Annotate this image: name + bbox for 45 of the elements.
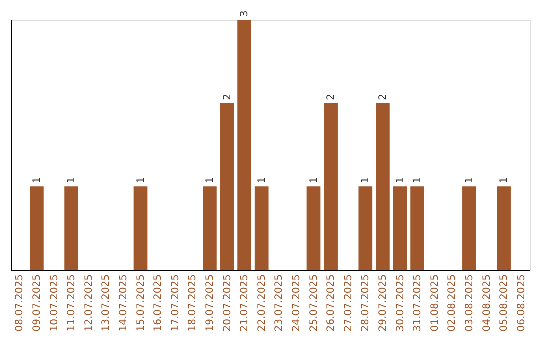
x-tick-label: 04.08.2025 bbox=[482, 274, 493, 332]
x-tick-label: 23.07.2025 bbox=[274, 274, 286, 332]
x-tick-label: 13.07.2025 bbox=[101, 274, 112, 332]
x-tick-label: 21.07.2025 bbox=[240, 274, 251, 332]
x-tick-label: 12.07.2025 bbox=[84, 274, 95, 332]
x-tick-label: 30.07.2025 bbox=[395, 274, 406, 332]
x-tick-label: 11.07.2025 bbox=[66, 274, 78, 332]
x-tick-label: 01.08.2025 bbox=[430, 274, 441, 332]
data-label: 2 bbox=[222, 94, 234, 100]
x-tick-label: 03.08.2025 bbox=[464, 274, 476, 332]
data-label: 1 bbox=[499, 177, 510, 184]
x-tick-label: 15.07.2025 bbox=[136, 274, 147, 332]
x-tick-label: 17.07.2025 bbox=[170, 274, 182, 332]
x-tick-label: 02.08.2025 bbox=[447, 274, 458, 332]
x-tick-label: 25.07.2025 bbox=[308, 274, 320, 332]
x-tick-label: 24.07.2025 bbox=[291, 274, 302, 332]
data-label: 1 bbox=[308, 177, 320, 184]
data-label: 3 bbox=[240, 10, 251, 17]
data-label: 1 bbox=[256, 177, 268, 184]
x-tick-label: 18.07.2025 bbox=[188, 274, 199, 332]
data-label: 2 bbox=[378, 94, 389, 100]
data-label: 1 bbox=[66, 177, 78, 184]
x-tick-label: 14.07.2025 bbox=[118, 274, 130, 332]
x-tick-label: 08.07.2025 bbox=[14, 274, 26, 332]
data-label: 2 bbox=[326, 94, 338, 100]
x-tick-label: 06.08.2025 bbox=[516, 274, 528, 332]
x-tick-label: 26.07.2025 bbox=[326, 274, 338, 332]
x-tick-label: 19.07.2025 bbox=[204, 274, 216, 332]
x-tick-label: 20.07.2025 bbox=[222, 274, 234, 332]
x-tick-label: 27.07.2025 bbox=[343, 274, 354, 332]
x-tick-label: 10.07.2025 bbox=[49, 274, 60, 332]
x-tick-label: 05.08.2025 bbox=[499, 274, 510, 332]
data-label: 1 bbox=[395, 177, 406, 184]
x-tick-label: 16.07.2025 bbox=[153, 274, 164, 332]
data-label: 1 bbox=[360, 177, 372, 184]
x-tick-label: 22.07.2025 bbox=[256, 274, 268, 332]
x-tick-label: 31.07.2025 bbox=[412, 274, 424, 332]
x-tick-label: 09.07.2025 bbox=[32, 274, 43, 332]
x-tick-label: 29.07.2025 bbox=[378, 274, 389, 332]
data-label: 1 bbox=[412, 177, 424, 184]
data-label: 1 bbox=[464, 177, 476, 184]
data-label: 1 bbox=[32, 177, 43, 184]
data-label: 1 bbox=[136, 177, 147, 184]
data-label: 1 bbox=[204, 177, 216, 184]
x-tick-label: 28.07.2025 bbox=[360, 274, 372, 332]
